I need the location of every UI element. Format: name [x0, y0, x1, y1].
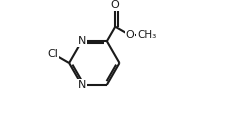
- Text: O: O: [110, 0, 118, 10]
- Text: N: N: [77, 80, 86, 90]
- Text: O: O: [125, 30, 134, 40]
- Text: CH₃: CH₃: [137, 30, 156, 40]
- Text: Cl: Cl: [47, 49, 58, 59]
- Text: N: N: [77, 36, 86, 46]
